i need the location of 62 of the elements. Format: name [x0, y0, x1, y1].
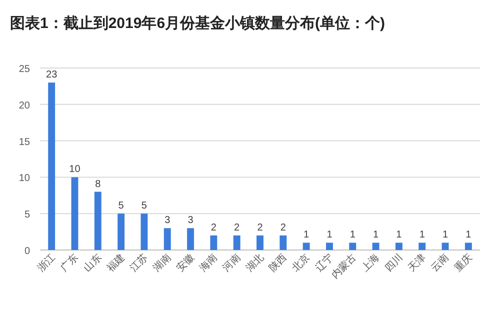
x-tick-label: 广东 — [58, 252, 81, 274]
bar — [302, 242, 310, 250]
x-tick-label: 浙江 — [35, 252, 58, 274]
bar — [210, 235, 218, 250]
bar — [349, 242, 356, 250]
data-label: 1 — [373, 230, 380, 241]
data-label: 3 — [164, 215, 171, 226]
y-tick-label: 5 — [24, 210, 30, 221]
data-label: 5 — [118, 200, 124, 212]
x-tick-label: 福建 — [104, 252, 128, 274]
data-label: 1 — [326, 230, 333, 241]
bar — [233, 235, 240, 250]
x-tick-label: 天津 — [406, 252, 428, 274]
x-tick-label: 河南 — [220, 252, 243, 274]
data-label: 1 — [466, 230, 472, 241]
bar — [256, 235, 264, 250]
data-label: 10 — [69, 164, 81, 176]
x-tick-label: 陕西 — [266, 252, 290, 274]
x-tick-label: 湖北 — [243, 252, 266, 274]
bar — [71, 177, 78, 250]
bar — [187, 228, 194, 250]
data-label: 5 — [141, 200, 148, 212]
bar — [418, 242, 426, 250]
data-label: 8 — [95, 178, 102, 190]
x-tick-label: 重庆 — [452, 252, 475, 274]
data-label: 23 — [46, 70, 58, 81]
bar — [464, 242, 472, 250]
data-label: 1 — [396, 230, 402, 241]
bar — [280, 235, 287, 250]
x-tick-label: 四川 — [382, 252, 406, 274]
data-label: 1 — [350, 230, 356, 241]
bar — [118, 214, 125, 250]
x-tick-label: 上海 — [359, 252, 382, 274]
y-tick-label: 20 — [18, 100, 30, 112]
bar — [372, 242, 380, 250]
data-label: 1 — [304, 230, 310, 241]
x-tick-label: 北京 — [290, 252, 312, 274]
data-label: 2 — [234, 222, 240, 234]
bar — [48, 82, 56, 250]
bar — [94, 192, 102, 250]
x-tick-label: 江苏 — [128, 252, 150, 274]
data-label: 1 — [442, 230, 448, 241]
x-tick-label: 海南 — [197, 252, 220, 274]
data-label: 2 — [210, 222, 217, 234]
chart-title: 图表1：截止到2019年6月份基金小镇数量分布(单位：个) — [10, 15, 386, 32]
y-tick-label: 25 — [18, 64, 30, 75]
x-tick-label: 安徽 — [174, 252, 197, 274]
data-label: 3 — [188, 215, 194, 226]
y-tick-label: 10 — [18, 173, 30, 184]
x-tick-label: 山东 — [81, 252, 104, 274]
bar — [164, 228, 171, 250]
bar — [395, 242, 402, 250]
x-tick-label: 湖南 — [150, 252, 174, 274]
data-label: 1 — [419, 230, 426, 241]
bar — [326, 242, 333, 250]
data-label: 2 — [257, 222, 264, 234]
data-label: 2 — [280, 222, 286, 234]
y-tick-label: 0 — [24, 246, 30, 257]
bar — [442, 242, 449, 250]
y-tick-label: 15 — [18, 136, 30, 148]
x-tick-label: 云南 — [428, 252, 452, 274]
bar — [140, 214, 148, 250]
